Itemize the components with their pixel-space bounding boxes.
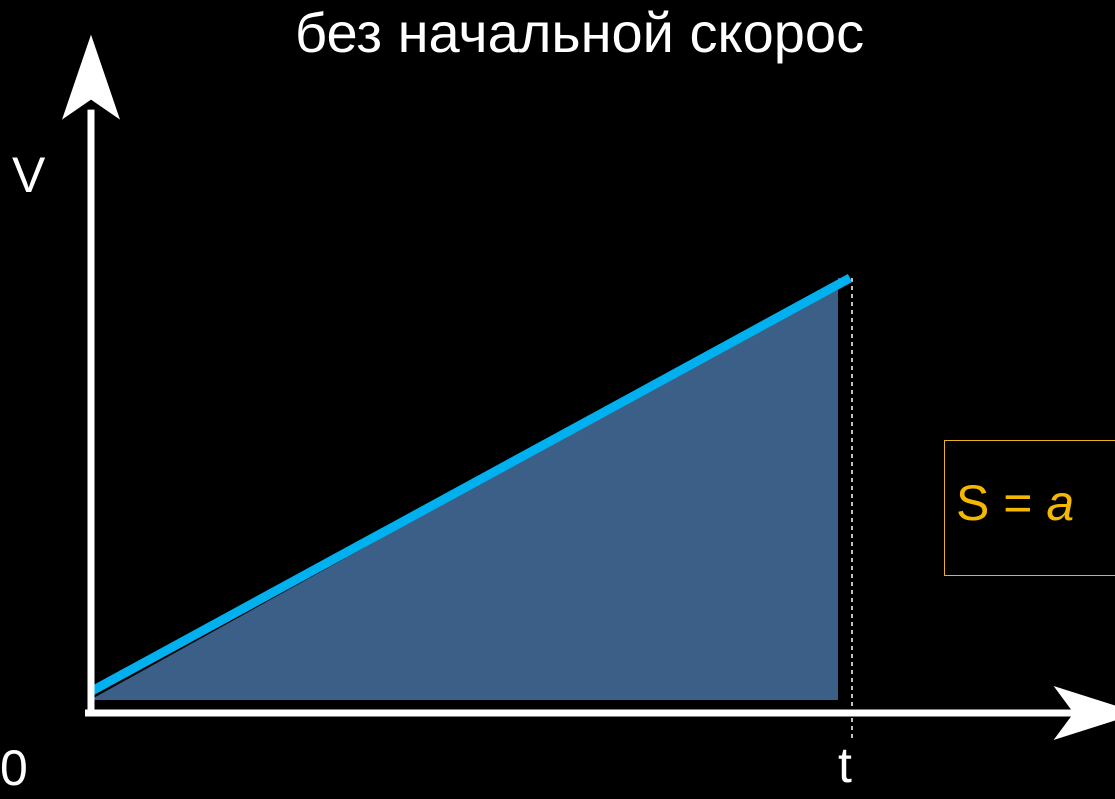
y-axis-arrow-icon <box>62 34 120 120</box>
y-axis-label: V <box>12 147 46 203</box>
page-title: без начальной скорос <box>295 1 865 64</box>
x-axis-arrow-icon <box>1053 686 1115 740</box>
origin-label: 0 <box>0 740 28 796</box>
x-tick-label-t: t <box>838 737 852 793</box>
formula-box: S = a <box>944 440 1115 576</box>
formula-variable: a <box>1046 475 1075 531</box>
formula-text: S = a <box>956 478 1074 528</box>
velocity-line <box>87 274 853 696</box>
formula-lhs: S = <box>956 475 1033 531</box>
